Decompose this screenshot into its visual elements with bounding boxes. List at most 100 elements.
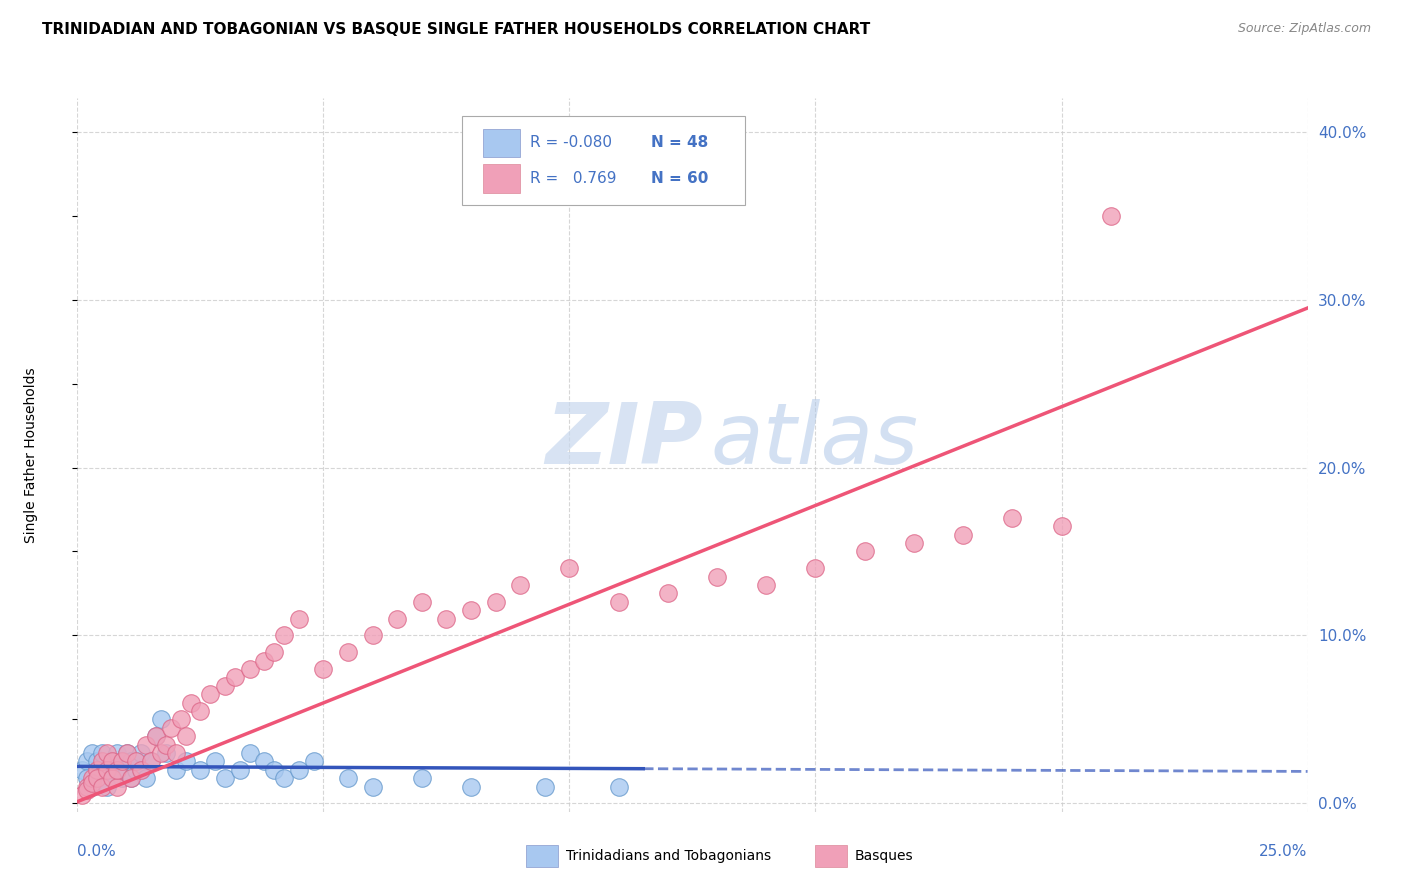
- Point: [436, 612, 458, 626]
- Point: [253, 654, 276, 668]
- Point: [263, 645, 285, 659]
- Point: [657, 586, 679, 600]
- Point: [253, 755, 276, 769]
- Text: Trinidadians and Tobagonians: Trinidadians and Tobagonians: [565, 849, 770, 863]
- Text: 0.0%: 0.0%: [77, 844, 117, 859]
- Point: [460, 603, 482, 617]
- Point: [288, 612, 311, 626]
- Point: [485, 595, 508, 609]
- Point: [131, 763, 153, 777]
- Text: N = 60: N = 60: [651, 171, 709, 186]
- Point: [86, 771, 108, 785]
- FancyBboxPatch shape: [526, 846, 558, 867]
- Point: [411, 771, 433, 785]
- Point: [180, 696, 202, 710]
- Point: [200, 687, 222, 701]
- Point: [90, 746, 114, 760]
- Point: [115, 763, 138, 777]
- Text: atlas: atlas: [711, 399, 920, 483]
- Point: [121, 755, 143, 769]
- Point: [76, 755, 98, 769]
- Point: [150, 746, 173, 760]
- Point: [903, 536, 925, 550]
- Point: [82, 780, 104, 794]
- Point: [105, 763, 128, 777]
- Point: [1001, 511, 1024, 525]
- Point: [145, 729, 167, 743]
- Point: [160, 721, 183, 735]
- FancyBboxPatch shape: [463, 116, 745, 205]
- Point: [121, 771, 143, 785]
- Point: [1050, 519, 1073, 533]
- Point: [111, 755, 132, 769]
- Point: [76, 780, 98, 794]
- Point: [755, 578, 778, 592]
- Point: [224, 670, 246, 684]
- Text: Basques: Basques: [855, 849, 914, 863]
- Point: [174, 755, 197, 769]
- Text: N = 48: N = 48: [651, 135, 707, 150]
- Point: [312, 662, 335, 676]
- Point: [155, 738, 177, 752]
- Point: [273, 771, 295, 785]
- Point: [853, 544, 876, 558]
- Point: [706, 569, 728, 583]
- FancyBboxPatch shape: [815, 846, 848, 867]
- Point: [145, 729, 167, 743]
- Point: [115, 746, 138, 760]
- Point: [150, 712, 173, 726]
- Point: [607, 780, 630, 794]
- Point: [411, 595, 433, 609]
- Point: [288, 763, 311, 777]
- Text: Source: ZipAtlas.com: Source: ZipAtlas.com: [1237, 22, 1371, 36]
- Point: [361, 780, 384, 794]
- Point: [141, 755, 163, 769]
- Point: [111, 755, 132, 769]
- Point: [90, 771, 114, 785]
- Point: [337, 645, 360, 659]
- Point: [534, 780, 557, 794]
- Point: [239, 746, 262, 760]
- Point: [190, 763, 212, 777]
- Point: [82, 771, 104, 785]
- Point: [96, 763, 118, 777]
- Point: [115, 746, 138, 760]
- Point: [101, 771, 124, 785]
- Text: Single Father Households: Single Father Households: [24, 368, 38, 542]
- Point: [214, 771, 236, 785]
- Point: [361, 628, 384, 642]
- Point: [558, 561, 581, 575]
- Point: [82, 776, 104, 790]
- Point: [131, 763, 153, 777]
- Point: [111, 771, 132, 785]
- Point: [165, 763, 187, 777]
- Text: 25.0%: 25.0%: [1260, 844, 1308, 859]
- Point: [101, 755, 124, 769]
- Point: [302, 755, 325, 769]
- Point: [101, 771, 124, 785]
- FancyBboxPatch shape: [484, 128, 520, 157]
- Point: [121, 771, 143, 785]
- Point: [70, 763, 93, 777]
- FancyBboxPatch shape: [484, 164, 520, 193]
- Point: [125, 763, 148, 777]
- Point: [96, 746, 118, 760]
- Point: [165, 746, 187, 760]
- Point: [131, 746, 153, 760]
- Point: [105, 763, 128, 777]
- Point: [804, 561, 827, 575]
- Point: [76, 771, 98, 785]
- Point: [86, 763, 108, 777]
- Point: [214, 679, 236, 693]
- Point: [90, 780, 114, 794]
- Point: [96, 763, 118, 777]
- Point: [229, 763, 252, 777]
- Point: [337, 771, 360, 785]
- Text: ZIP: ZIP: [546, 399, 703, 483]
- Point: [90, 755, 114, 769]
- Point: [86, 763, 108, 777]
- Point: [105, 780, 128, 794]
- Point: [263, 763, 285, 777]
- Point: [607, 595, 630, 609]
- Point: [155, 746, 177, 760]
